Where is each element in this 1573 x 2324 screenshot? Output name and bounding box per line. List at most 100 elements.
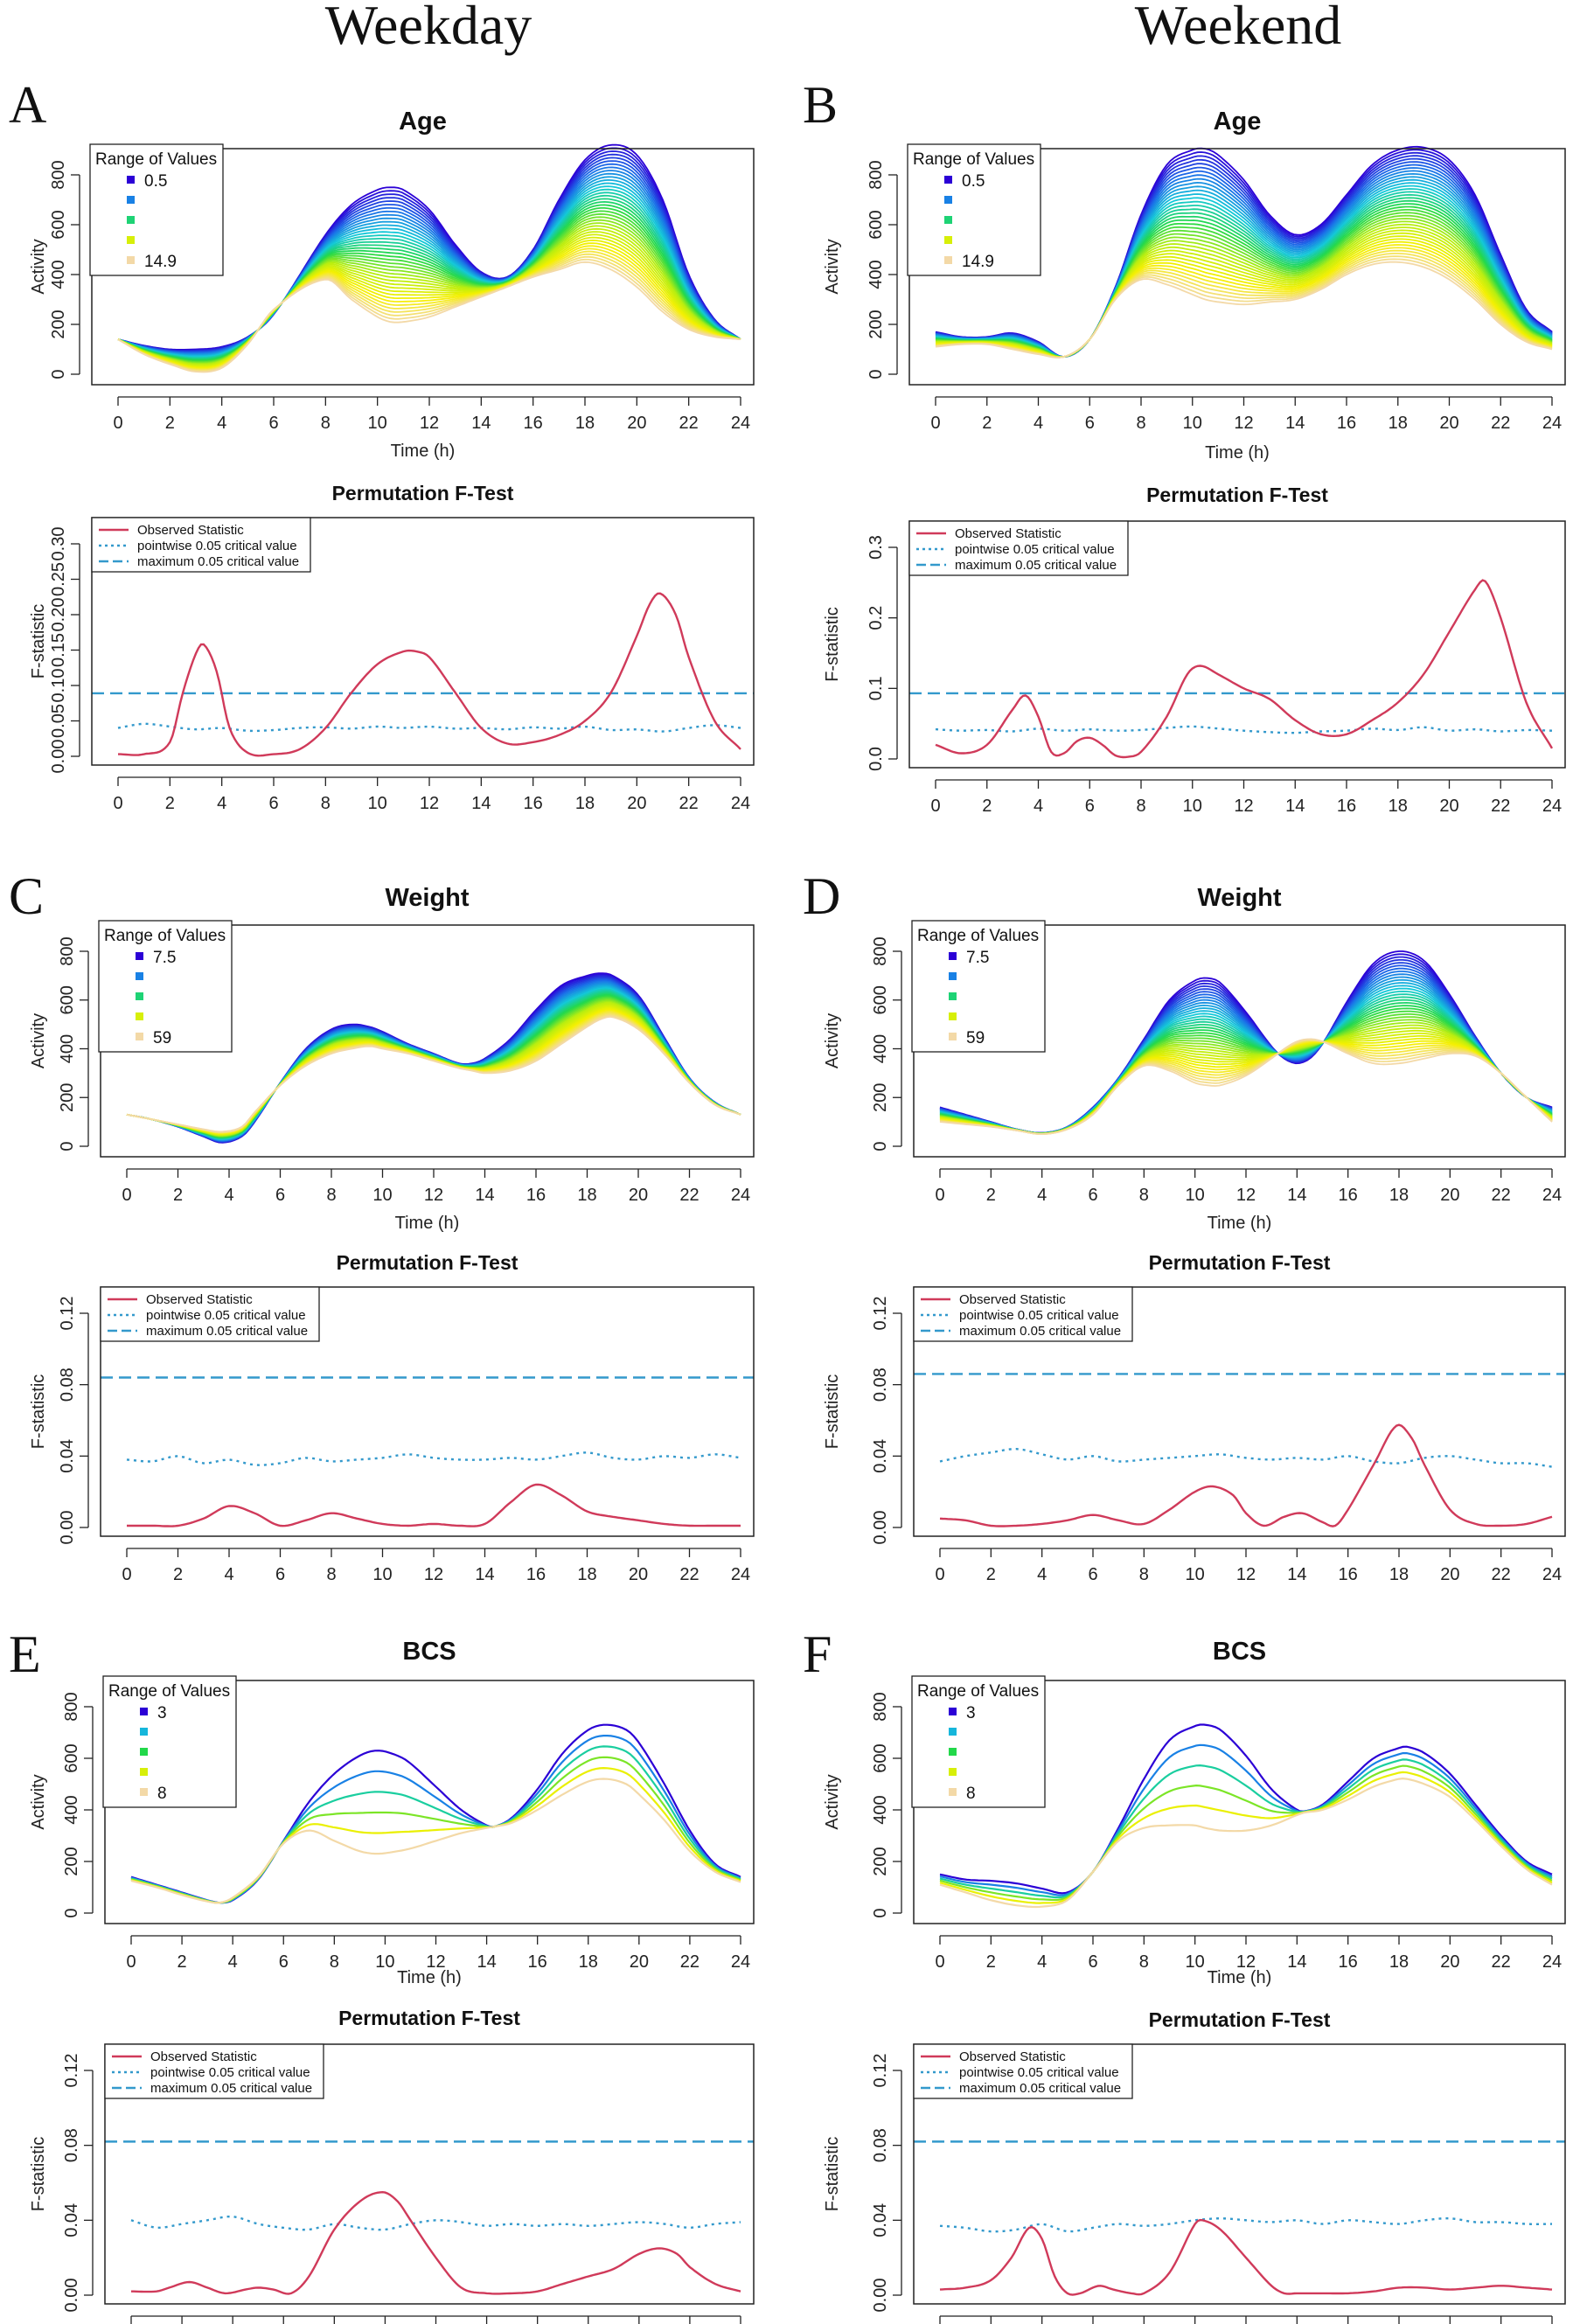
y-tick-label: 400 [62,1795,81,1824]
x-tick-label: 10 [1186,1565,1205,1584]
legend-swatch [140,1748,148,1756]
y-tick-label: 0.04 [871,2203,890,2237]
chart-title: BCS [1213,1638,1266,1666]
legend-observed-label: Observed Statistic [146,1292,253,1307]
legend-swatch [949,1748,957,1756]
legend-title: Range of Values [108,1682,230,1701]
observed-statistic-line [127,1483,741,1527]
y-tick-label: 0.12 [871,2054,890,2088]
x-tick-label: 4 [1034,797,1043,816]
plot-frame [908,520,1566,769]
y-axis-label: F-statistic [29,1374,48,1450]
x-tick-label: 24 [731,1186,750,1205]
curve-group [935,145,1553,358]
x-tick-label: 12 [424,1565,443,1584]
x-tick-label: 4 [1037,1186,1047,1205]
x-tick-label: 12 [1234,797,1253,816]
legend-swatch [949,1788,957,1796]
y-axis-label: F-statistic [823,2137,842,2212]
panel-label: B [803,76,838,134]
y-tick-label: 0.04 [871,1439,890,1473]
x-tick-label: 16 [1339,1565,1358,1584]
chart-title: Permutation F-Test [338,2007,520,2029]
x-tick-label: 16 [524,414,543,433]
x-tick-label: 8 [321,414,331,433]
x-tick-label: 0 [122,1186,131,1205]
x-tick-label: 12 [426,1952,445,1972]
x-tick-label: 14 [471,414,491,433]
x-tick-label: 2 [986,1952,996,1972]
y-tick-label: 0.15 [49,633,68,667]
legend-swatch [944,256,952,264]
legend-box [911,920,1046,1053]
legend-box [100,1286,320,1342]
x-tick-label: 18 [1389,1565,1409,1584]
x-tick-label: 24 [731,1565,750,1584]
x-tick-label: 16 [526,1565,546,1584]
plot-frame [913,2043,1566,2305]
x-tick-label: 16 [1337,414,1356,433]
plot-frame [91,517,755,766]
x-tick-label: 22 [680,1952,699,1972]
legend-maximum-label: maximum 0.05 critical value [146,1324,308,1339]
x-tick-label: 2 [986,1565,996,1584]
legend-swatch [944,196,952,204]
ftest-chart: Permutation F-Test0246810121416182022240… [29,2007,755,2324]
x-tick-label: 14 [471,794,491,813]
x-tick-label: 2 [165,414,175,433]
legend-swatch [127,176,135,184]
x-tick-label: 12 [1236,1952,1256,1972]
range-legend: Range of Values 7.5 59 [911,920,1046,1053]
y-axis: 0.00 0.04 0.08 0.12 [871,1297,902,1544]
y-tick-label: 0.25 [49,562,68,596]
x-tick-label: 20 [1439,797,1458,816]
x-tick-label: 2 [173,1565,183,1584]
x-tick-label: 6 [268,794,278,813]
y-tick-label: 0.2 [867,606,886,630]
x-tick-label: 24 [731,1952,750,1972]
activity-curve [935,261,1553,358]
y-tick-label: 600 [58,985,77,1014]
legend-pointwise-label: pointwise 0.05 critical value [959,1308,1119,1323]
activity-curve [126,1015,741,1133]
y-tick-label: 0.08 [62,2128,81,2162]
y-axis: 0 200 400 600 800 [871,936,902,1152]
x-tick-label: 6 [1085,414,1095,433]
legend-title: Range of Values [917,1682,1039,1701]
x-tick-label: 8 [1139,1952,1149,1972]
y-tick-label: 800 [58,936,77,965]
pointwise-critical-line [939,1447,1553,1468]
legend-pointwise-label: pointwise 0.05 critical value [150,2065,310,2080]
x-tick-label: 24 [1542,414,1562,433]
x-axis-label: Time (h) [395,1214,460,1233]
x-tick-label: 0 [930,414,940,433]
y-tick-label: 0 [49,369,68,379]
x-tick-label: 4 [217,414,226,433]
chart-title: Permutation F-Test [337,1251,519,1274]
y-tick-label: 200 [871,1847,890,1875]
x-tick-label: 18 [1389,414,1408,433]
y-tick-label: 0.12 [871,1297,890,1331]
activity-curve [939,1743,1553,1896]
activity-curve [939,1758,1553,1899]
y-tick-label: 600 [867,210,886,239]
legend-swatch [140,1788,148,1796]
legend-swatch [136,1012,143,1020]
x-tick-label: 18 [577,1186,596,1205]
y-tick-label: 800 [871,1692,890,1721]
x-tick-label: 8 [330,1952,339,1972]
x-tick-label: 6 [1088,1952,1097,1972]
x-tick-label: 14 [475,1186,494,1205]
x-tick-label: 8 [321,794,331,813]
